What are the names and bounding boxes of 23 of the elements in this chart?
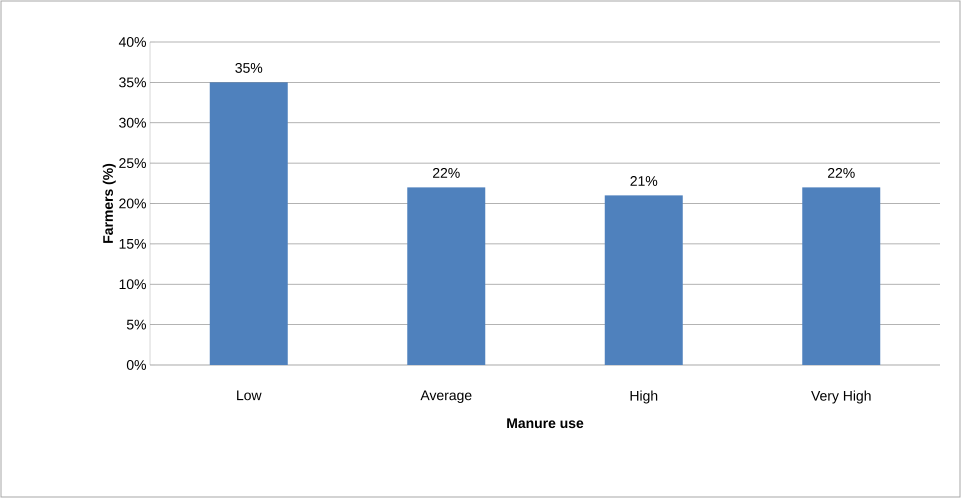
y-tick-label: 5% xyxy=(126,320,146,330)
bar xyxy=(407,187,486,365)
data-label: 21% xyxy=(630,176,658,186)
y-tick-label: 40% xyxy=(118,37,146,47)
x-tick-label: Average xyxy=(420,390,472,403)
y-tick-label: 20% xyxy=(119,198,146,208)
y-axis-title: Farmers (%) xyxy=(102,164,116,243)
y-tick-label: 0% xyxy=(126,360,146,370)
y-tick-label: 15% xyxy=(120,238,146,249)
x-tick-label: Very High xyxy=(811,390,871,404)
data-label: 22% xyxy=(828,168,855,178)
x-axis-title: Manure use xyxy=(507,418,584,428)
data-label: 35% xyxy=(235,62,262,73)
x-tick-label: Low xyxy=(237,390,262,400)
bar xyxy=(210,82,288,365)
y-tick-label: 10% xyxy=(120,279,146,290)
y-tick-label: 35% xyxy=(119,77,146,88)
bar xyxy=(604,195,683,365)
data-label: 22% xyxy=(433,168,460,178)
y-tick-label: 25% xyxy=(119,158,146,168)
y-tick-label: 30% xyxy=(119,118,146,128)
bar xyxy=(802,187,880,365)
x-tick-label: High xyxy=(630,390,658,404)
